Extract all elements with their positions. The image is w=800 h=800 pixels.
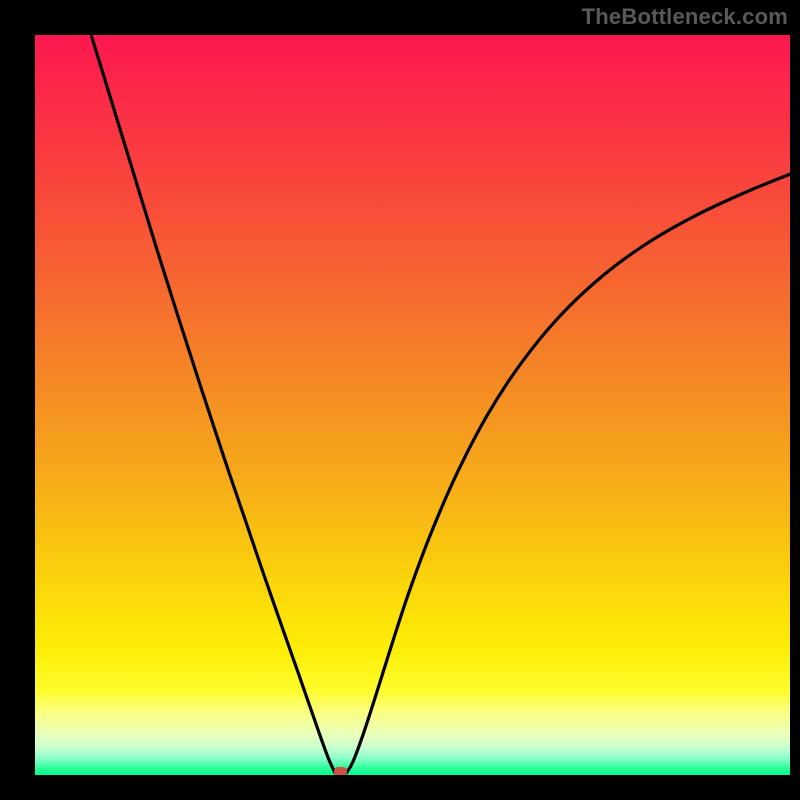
frame-border-bottom	[0, 775, 800, 800]
frame-border-left	[0, 0, 35, 800]
watermark-text: TheBottleneck.com	[582, 4, 788, 30]
frame-border-right	[790, 0, 800, 800]
plot-gradient-background	[35, 35, 790, 775]
chart-frame: TheBottleneck.com	[0, 0, 800, 800]
